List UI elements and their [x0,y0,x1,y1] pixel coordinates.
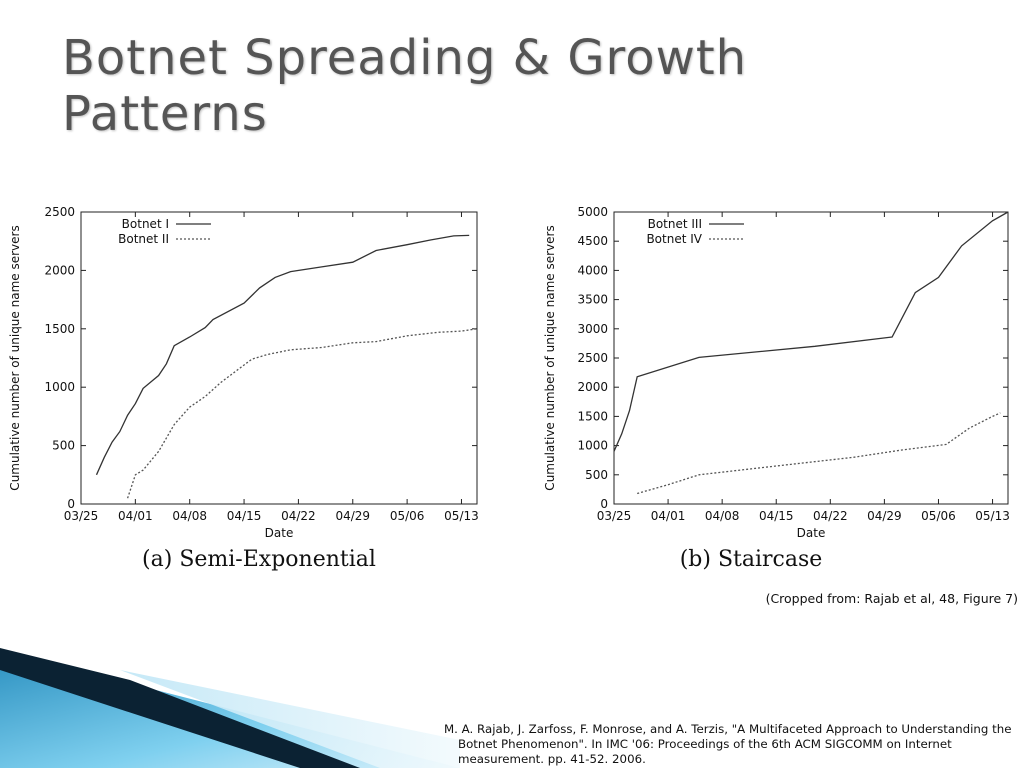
y-tick-label: 0 [600,497,608,511]
x-tick-label: 04/22 [281,509,316,523]
plot-frame [80,211,478,505]
x-tick-label: 04/15 [227,509,262,523]
x-tick-label: 04/29 [335,509,370,523]
legend-label-1: Botnet III [648,217,702,231]
y-tick-label: 1500 [44,322,75,336]
x-tick-label: 03/25 [64,509,99,523]
y-tick-label: 2000 [577,380,608,394]
y-axis-label: Cumulative number of unique name servers [543,225,557,490]
x-tick-label: 04/08 [705,509,740,523]
x-tick-label: 04/01 [118,509,153,523]
x-axis-label: Date [797,526,826,540]
series-line-1 [613,211,1009,452]
x-tick-label: 05/06 [390,509,425,523]
figure-credit: (Cropped from: Rajab et al, 48, Figure 7… [765,591,1018,606]
citation-reference: M. A. Rajab, J. Zarfoss, F. Monrose, and… [444,722,1012,766]
y-tick-label: 1000 [577,439,608,453]
y-tick-label: 4500 [577,234,608,248]
x-axis-label: Date [265,526,294,540]
y-tick-label: 500 [585,468,608,482]
x-tick-label: 04/22 [813,509,848,523]
y-tick-label: 3500 [577,293,608,307]
y-tick-label: 4000 [577,263,608,277]
y-tick-label: 1500 [577,409,608,423]
x-tick-label: 04/01 [651,509,686,523]
y-tick-label: 0 [67,497,75,511]
y-tick-label: 3000 [577,322,608,336]
x-tick-label: 05/06 [921,509,956,523]
y-tick-label: 2500 [577,351,608,365]
decorative-swoosh [0,648,460,768]
y-tick-label: 1000 [44,380,75,394]
x-tick-label: 05/13 [975,509,1010,523]
y-axis-label: Cumulative number of unique name servers [8,225,22,490]
legend-label-2: Botnet IV [646,232,702,246]
chart-staircase: 0 500 1000 1500 2000 2500 3000 3500 4000 4500 5000… [543,205,1010,572]
x-tick-label: 04/08 [172,509,207,523]
plot-frame [613,211,1009,505]
chart-semi-exponential: 0 500 1000 1500 2000 2500 03/25 04/01 04/08 04/15… [8,205,479,572]
y-tick-label: 5000 [577,205,608,219]
legend-label-2: Botnet II [118,232,169,246]
slide-title: Botnet Spreading & Growth Patterns [62,30,748,142]
series-line-2 [637,412,1001,495]
y-tick-label: 2000 [44,263,75,277]
chart-caption: (a) Semi-Exponential [142,547,376,572]
legend-label-1: Botnet I [122,217,169,231]
x-tick-label: 04/29 [867,509,902,523]
y-tick-label: 500 [52,439,75,453]
x-tick-label: 04/15 [759,509,794,523]
series-line-1 [95,234,470,476]
y-tick-label: 2500 [44,205,75,219]
chart-caption: (b) Staircase [680,547,823,572]
x-tick-label: 03/25 [597,509,632,523]
series-line-2 [126,328,478,499]
x-tick-label: 05/13 [444,509,479,523]
